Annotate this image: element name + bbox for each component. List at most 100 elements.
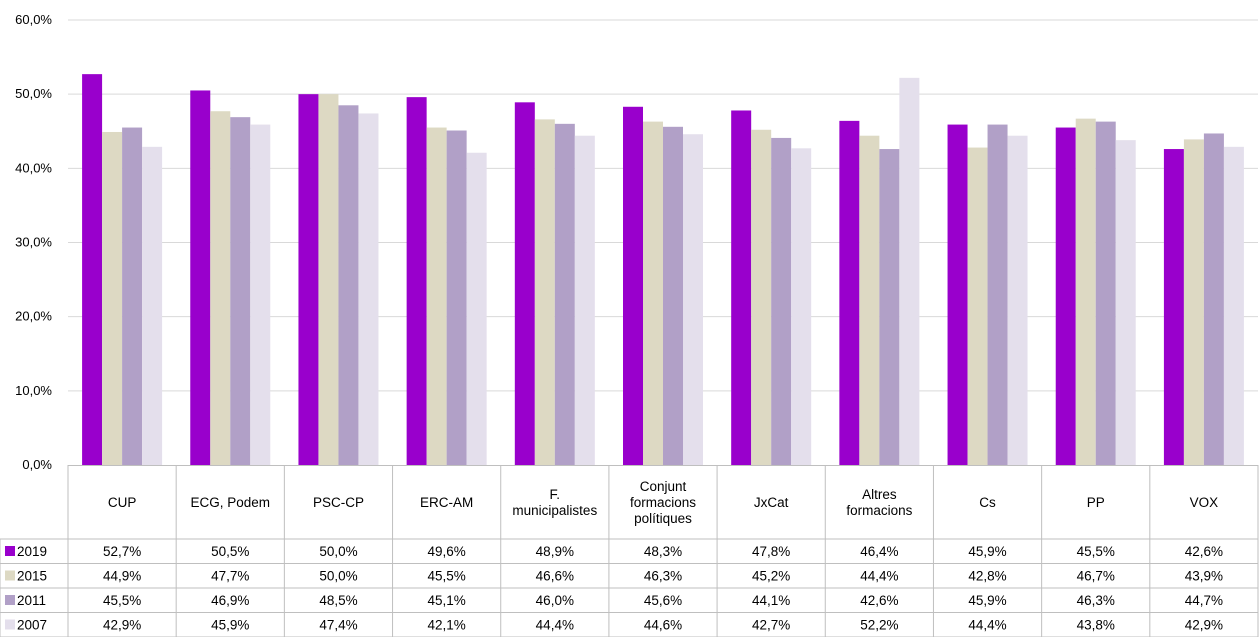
data-label: 43,8% xyxy=(1077,618,1115,633)
y-tick-label: 60,0% xyxy=(15,12,52,27)
bar-2015-9 xyxy=(1075,118,1096,466)
data-label: 42,9% xyxy=(1185,618,1223,633)
bar-2007-10 xyxy=(1223,146,1244,465)
y-tick-label: 50,0% xyxy=(15,86,52,101)
legend-swatch-2019 xyxy=(5,546,15,556)
bar-2011-5 xyxy=(663,126,683,466)
bar-2015-3 xyxy=(426,127,447,466)
data-label: 42,7% xyxy=(752,618,790,633)
data-label: 45,5% xyxy=(427,569,465,584)
category-label: Altres xyxy=(862,487,897,502)
bar-2011-4 xyxy=(554,123,575,465)
legend-swatch-2015 xyxy=(5,570,15,581)
bar-2011-1 xyxy=(230,117,251,466)
bar-2019-0 xyxy=(82,74,103,466)
bar-2007-1 xyxy=(250,124,271,465)
y-tick-label: 0,0% xyxy=(22,457,52,472)
data-label: 45,9% xyxy=(968,544,1006,559)
data-label: 52,7% xyxy=(103,544,141,559)
data-label: 44,4% xyxy=(968,618,1006,633)
bar-2015-5 xyxy=(643,121,663,465)
bar-2019-9 xyxy=(1055,127,1076,466)
data-label: 42,8% xyxy=(968,569,1006,584)
legend-label: 2011 xyxy=(17,593,46,608)
bar-2015-7 xyxy=(859,135,880,465)
bar-2011-3 xyxy=(446,130,467,465)
data-label: 44,4% xyxy=(860,569,898,584)
data-label: 42,9% xyxy=(103,618,141,633)
category-label: PP xyxy=(1087,495,1105,510)
y-tick-label: 30,0% xyxy=(15,235,52,250)
y-tick-label: 20,0% xyxy=(15,309,52,324)
legend-swatch-2011 xyxy=(5,595,15,605)
bar-2007-2 xyxy=(358,113,379,465)
bar-2011-8 xyxy=(987,124,1008,465)
data-label: 42,1% xyxy=(427,618,465,633)
bar-2011-6 xyxy=(771,137,792,466)
bar-2019-4 xyxy=(514,102,535,465)
data-label: 47,7% xyxy=(211,569,249,584)
category-label: polítiques xyxy=(634,511,692,526)
data-label: 46,0% xyxy=(536,593,574,608)
bar-2011-9 xyxy=(1095,121,1116,465)
data-label: 45,5% xyxy=(103,593,141,608)
category-label: F. xyxy=(550,487,561,502)
data-label: 45,6% xyxy=(644,593,682,608)
y-tick-label: 10,0% xyxy=(15,383,52,398)
bar-2015-6 xyxy=(751,129,772,465)
data-label: 50,0% xyxy=(319,569,357,584)
category-label: Conjunt xyxy=(640,479,687,494)
legend-swatch-2007 xyxy=(5,619,15,630)
bar-2015-2 xyxy=(318,94,339,466)
bar-2011-10 xyxy=(1203,133,1224,465)
data-label: 52,2% xyxy=(860,618,898,633)
data-label: 47,4% xyxy=(319,618,357,633)
data-label: 46,3% xyxy=(1077,593,1115,608)
bar-2019-8 xyxy=(947,124,968,465)
category-label: ECG, Podem xyxy=(191,495,271,510)
category-label: formacions xyxy=(846,503,912,518)
data-label: 45,2% xyxy=(752,569,790,584)
category-label: formacions xyxy=(630,495,696,510)
bar-2007-0 xyxy=(142,146,163,465)
data-label: 45,9% xyxy=(968,593,1006,608)
data-label: 46,4% xyxy=(860,544,898,559)
bar-2015-8 xyxy=(967,147,988,466)
data-label: 48,9% xyxy=(536,544,574,559)
bar-2007-9 xyxy=(1115,140,1136,465)
bar-2019-10 xyxy=(1163,149,1184,466)
data-label: 44,4% xyxy=(536,618,574,633)
bar-2019-7 xyxy=(839,120,860,465)
data-label: 46,9% xyxy=(211,593,249,608)
data-label: 44,9% xyxy=(103,569,141,584)
bar-2019-2 xyxy=(298,94,319,466)
data-label: 45,1% xyxy=(427,593,465,608)
bar-2007-7 xyxy=(899,77,920,465)
data-label: 48,5% xyxy=(319,593,357,608)
data-label: 44,6% xyxy=(644,618,682,633)
data-label: 50,0% xyxy=(319,544,357,559)
bar-2007-4 xyxy=(574,135,595,465)
bar-2007-5 xyxy=(683,134,703,465)
data-label: 44,1% xyxy=(752,593,790,608)
bar-2015-10 xyxy=(1183,139,1204,466)
data-label: 45,5% xyxy=(1077,544,1115,559)
bar-2015-0 xyxy=(102,131,123,465)
category-label: PSC-CP xyxy=(313,495,364,510)
bar-2019-5 xyxy=(623,106,643,466)
category-label: ERC-AM xyxy=(420,495,473,510)
bar-2019-3 xyxy=(406,97,427,465)
data-label: 42,6% xyxy=(1185,544,1223,559)
category-label: Cs xyxy=(979,495,996,510)
category-label: JxCat xyxy=(754,495,789,510)
legend-label: 2019 xyxy=(17,544,47,559)
data-label: 48,3% xyxy=(644,544,682,559)
data-label: 45,9% xyxy=(211,618,249,633)
data-label: 44,7% xyxy=(1185,593,1223,608)
y-tick-label: 40,0% xyxy=(15,160,52,175)
data-label: 46,3% xyxy=(644,569,682,584)
data-label: 42,6% xyxy=(860,593,898,608)
data-label: 46,7% xyxy=(1077,569,1115,584)
data-label: 46,6% xyxy=(536,569,574,584)
category-label: VOX xyxy=(1190,495,1219,510)
